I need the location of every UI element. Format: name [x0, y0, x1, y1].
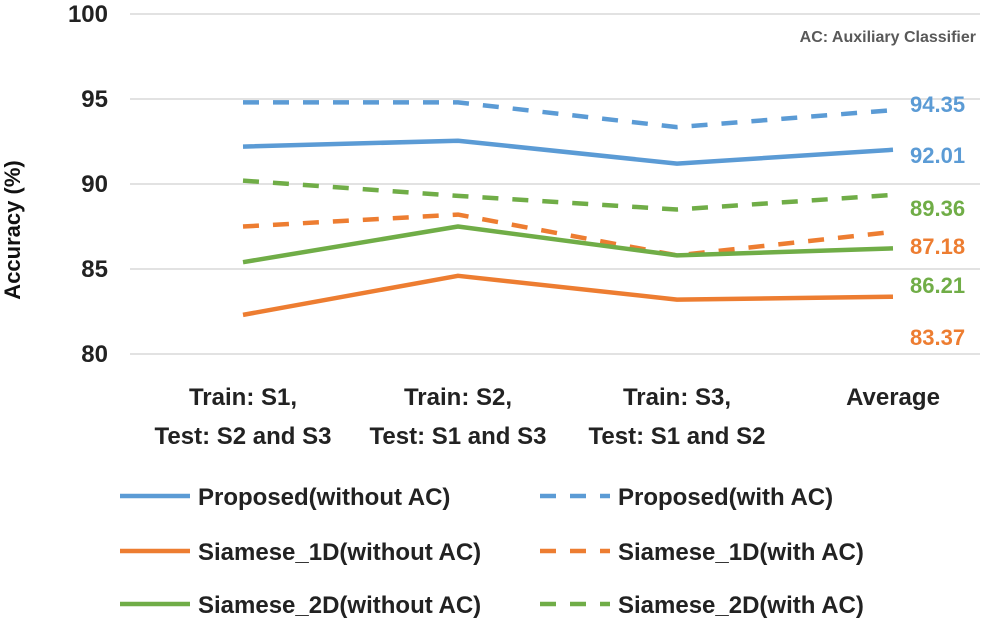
x-category-label: Train: S2, [404, 384, 512, 411]
y-tick-label: 95 [81, 86, 108, 113]
end-label: 94.35 [910, 92, 965, 117]
y-axis-ticks: 80 85 90 95 100 [68, 1, 108, 368]
legend-label: Siamese_1D(with AC) [618, 539, 864, 566]
x-category-label: Test: S2 and S3 [155, 423, 332, 450]
series-line-1 [243, 100, 894, 130]
end-label: 86.21 [910, 273, 965, 298]
gridlines [130, 13, 980, 355]
x-axis-categories: Train: S1, Test: S2 and S3 Train: S2, Test:… [155, 384, 940, 450]
x-category-label: Train: S1, [189, 384, 297, 411]
legend: Proposed(without AC) Proposed(with AC) Sia… [120, 484, 864, 619]
legend-label: Proposed(without AC) [198, 484, 450, 511]
legend-label: Proposed(with AC) [618, 484, 833, 511]
series-line-3 [242, 212, 894, 258]
annotation-note: AC: Auxiliary Classifier [800, 29, 976, 46]
x-category-label: Train: S3, [623, 384, 731, 411]
y-tick-label: 90 [81, 171, 108, 198]
end-label: 92.01 [910, 143, 965, 168]
end-labels: 94.35 92.01 89.36 87.18 86.21 83.37 [910, 92, 965, 350]
end-label: 89.36 [910, 196, 965, 221]
x-category-label: Test: S1 and S2 [589, 423, 766, 450]
y-axis-label: Accuracy (%) [0, 160, 25, 299]
y-tick-label: 80 [81, 341, 108, 368]
x-category-label: Average [846, 384, 940, 411]
series-line-5 [242, 178, 894, 212]
legend-label: Siamese_1D(without AC) [198, 539, 481, 566]
series-line-0 [242, 138, 894, 166]
y-tick-label: 85 [81, 256, 108, 283]
series-line-2 [242, 273, 894, 318]
x-category-label: Test: S1 and S3 [370, 423, 547, 450]
legend-label: Siamese_2D(with AC) [618, 592, 864, 619]
y-tick-label: 100 [68, 1, 108, 28]
end-label: 83.37 [910, 325, 965, 350]
series-lines [242, 100, 894, 318]
series-line-4 [242, 224, 894, 265]
legend-label: Siamese_2D(without AC) [198, 592, 481, 619]
end-label: 87.18 [910, 234, 965, 259]
